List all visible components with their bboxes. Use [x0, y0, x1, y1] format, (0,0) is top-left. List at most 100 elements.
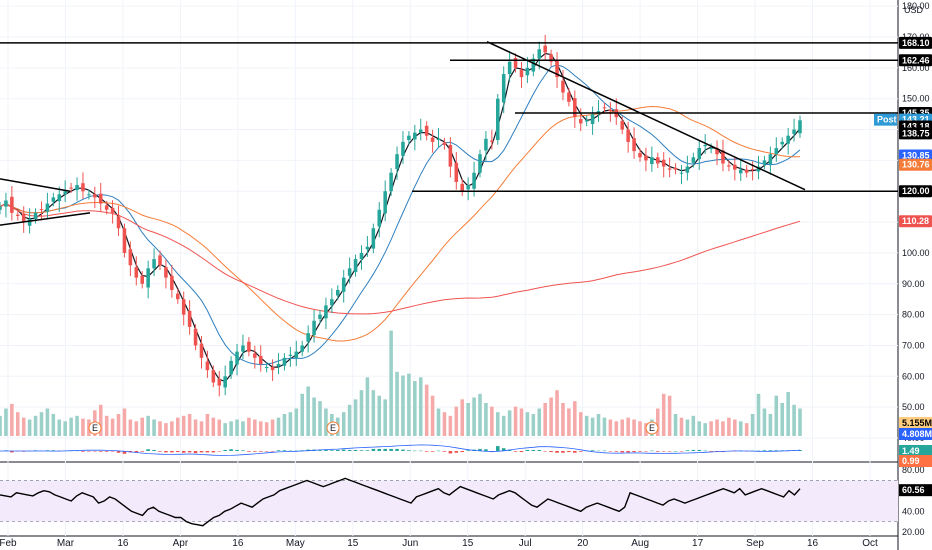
volume-bar [673, 414, 678, 436]
candle-body [513, 57, 518, 68]
time-axis[interactable]: Feb Mar 16 Apr 16 May 15 Jun 15 Jul 20 Aug 17 Sep 16 Oc… [0, 538, 878, 549]
volume-bar [762, 408, 767, 436]
macd-histogram-bar [383, 448, 387, 451]
volume-bar [756, 393, 761, 436]
candle-body [170, 275, 174, 290]
volume-bar [661, 393, 666, 436]
earnings-marker[interactable]: E [326, 421, 340, 435]
macd-pane [0, 444, 802, 456]
volume-bar [33, 415, 38, 436]
candle-body [685, 166, 690, 173]
time-tick-label: Mar [57, 538, 75, 549]
volume-bar [229, 421, 233, 436]
time-tick-label: Sep [746, 538, 764, 549]
price-label-background [899, 158, 932, 171]
price-label-background [899, 215, 932, 228]
ma-slow-line [0, 203, 801, 315]
time-tick-label: Apr [173, 538, 189, 549]
price-label-background [899, 54, 932, 67]
price-label-badge: 162.46 [899, 54, 932, 67]
candle-body [620, 120, 624, 130]
volume-bar [466, 403, 470, 436]
candle-body [146, 268, 150, 288]
volume-bar [531, 414, 536, 436]
macd-histogram-bar [442, 451, 447, 452]
volume-bar [620, 419, 624, 436]
volume-bar [98, 404, 103, 436]
volume-ma-label-text: 4.808M [902, 429, 932, 439]
candle-body [715, 148, 719, 155]
volume-bar [389, 330, 393, 436]
price-label-badge: 130.76 [899, 158, 932, 171]
volume-bar [353, 399, 358, 436]
price-label-text: 145.35 [902, 108, 930, 118]
earnings-marker[interactable]: E [645, 421, 659, 435]
volume-bar [365, 377, 370, 436]
macd-histogram-bar [93, 451, 97, 452]
macd-histogram-bar [578, 451, 583, 452]
price-tick-label: 180.00 [902, 1, 930, 11]
volume-bar [51, 414, 56, 436]
candle-body [448, 144, 453, 167]
candle-body [312, 320, 316, 335]
time-tick-label: 16 [807, 538, 819, 549]
volume-bar [170, 421, 174, 436]
candle-body [122, 228, 127, 253]
candle-body [632, 138, 636, 152]
macd-histogram-bar [679, 451, 684, 452]
macd-histogram-bar [454, 451, 459, 453]
macd-histogram-bar [353, 449, 358, 451]
price-tick-label: 150.00 [902, 94, 930, 104]
volume-bar [413, 381, 417, 436]
volume-ma-label-background [899, 428, 932, 440]
candle-body [45, 203, 50, 212]
macd-histogram-bar [258, 451, 263, 452]
candle-body [792, 129, 796, 134]
volume-bar [128, 419, 133, 436]
macd-histogram-bar [98, 451, 103, 452]
macd-histogram-bar [324, 449, 328, 451]
volume-bar [602, 417, 607, 436]
price-label-badge: 168.10 [899, 36, 932, 49]
macd-histogram-bar [424, 451, 429, 452]
earnings-marker[interactable]: E [88, 421, 102, 435]
candle-body [75, 185, 79, 191]
candle-body [353, 259, 358, 273]
candle-body [330, 299, 334, 306]
candle-body [608, 109, 613, 112]
candle-body [537, 49, 542, 59]
volume-bar [780, 403, 784, 436]
candle-body [691, 157, 696, 163]
volume-bar [543, 403, 547, 436]
candle-body [395, 154, 399, 170]
volume-bar [424, 384, 429, 436]
earnings-letter: E [330, 423, 336, 433]
volume-bar [549, 397, 553, 436]
candle-body [365, 246, 370, 250]
candle-body [294, 351, 299, 359]
volume-bar [573, 401, 577, 436]
macd-histogram-bar [140, 451, 144, 452]
candle-body [181, 299, 186, 315]
candle-body [235, 351, 239, 365]
macd-histogram-bar [774, 450, 779, 451]
volume-bar [721, 421, 725, 436]
candle-body [110, 207, 115, 213]
macd-histogram-bar [590, 450, 595, 451]
volume-bar [300, 393, 304, 436]
volume-bar [158, 421, 162, 436]
volume-bar [377, 395, 382, 436]
candle-body [721, 150, 725, 164]
macd-histogram-bar [632, 451, 636, 453]
macd-histogram-bar [211, 451, 216, 453]
candle-body [128, 249, 133, 266]
macd-signal-label-background [899, 455, 932, 467]
candle-body [27, 219, 32, 226]
candle-body [661, 159, 666, 167]
candle-body [199, 343, 204, 358]
macd-histogram-bar [371, 448, 376, 451]
candle-body [768, 154, 773, 165]
